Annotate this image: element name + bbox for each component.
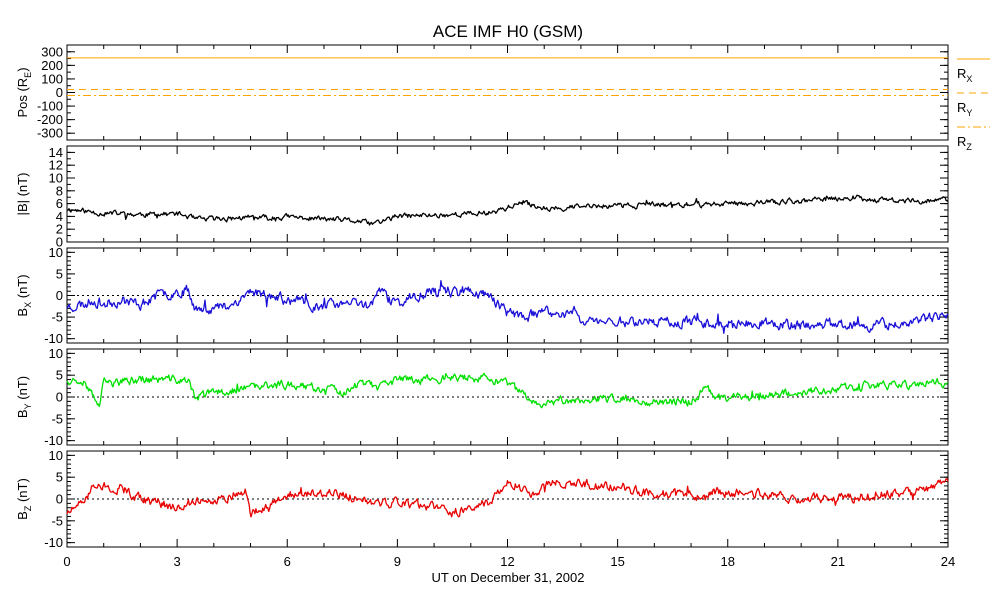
y-tick-label: -10 [44,535,63,550]
series-bx-line [66,280,949,334]
panel-bx: 10 5 0 -5 -10 BX (nT) [15,245,949,346]
y-tick-label: -5 [51,310,63,325]
y-axis-label: BX (nT) [15,274,33,316]
x-tick-label: 21 [831,554,845,569]
y-tick-label: 0 [56,288,63,303]
y-tick-label: 0 [56,235,63,250]
x-tick-label: 3 [174,554,181,569]
y-tick-label: -100 [37,99,63,114]
series-bz-line [66,478,949,518]
x-tick-label: 15 [610,554,624,569]
y-tick-label: 4 [56,209,63,224]
y-tick-label: 2 [56,222,63,237]
y-tick-label: -5 [51,411,63,426]
y-tick-label: 10 [49,245,63,260]
y-tick-label: -5 [51,513,63,528]
y-tick-label: -10 [44,331,63,346]
y-tick-label: 10 [49,171,63,186]
y-tick-label: 100 [41,71,63,86]
y-tick-label: -300 [37,126,63,141]
y-tick-label: 200 [41,58,63,73]
y-tick-label: 5 [56,470,63,485]
y-axis-label: BY (nT) [15,376,33,418]
panel-by: 10 5 0 -5 -10 BY (nT) [15,346,949,448]
y-tick-label: 12 [49,158,63,173]
x-tick-label: 0 [63,554,70,569]
legend-label: RY [957,100,972,118]
x-tick-label: 24 [941,554,955,569]
y-tick-label: 0 [56,492,63,507]
x-axis-label: UT on December 31, 2002 [432,570,585,585]
y-tick-label: 5 [56,266,63,281]
y-tick-label: 6 [56,196,63,211]
x-tick-label: 9 [394,554,401,569]
y-axis-label: BZ (nT) [15,478,33,520]
series-by-line [66,372,949,409]
series-bmag-line [66,194,949,226]
panel-bz: 10 5 0 -5 -10 BZ (nT) 0 3 6 9 12 15 18 21 24 [15,448,955,569]
x-tick-label: 6 [284,554,291,569]
legend-label: RZ [957,134,972,152]
y-tick-label: 8 [56,183,63,198]
y-axis-label: |B| (nT) [15,173,30,216]
legend-label: RX [957,66,972,84]
x-tick-label: 12 [500,554,514,569]
y-tick-label: 5 [56,368,63,383]
y-tick-label: 0 [56,85,63,100]
y-tick-label: 10 [49,346,63,361]
x-tick-label: 18 [721,554,735,569]
y-axis-label: Pos (RE) [15,67,33,117]
y-tick-label: 300 [41,44,63,59]
y-tick-label: 0 [56,390,63,405]
y-tick-label: 10 [49,448,63,463]
y-tick-label: -200 [37,112,63,127]
y-tick-label: -10 [44,433,63,448]
y-tick-label: 14 [49,145,63,160]
chart-title: ACE IMF H0 (GSM) [433,22,583,41]
